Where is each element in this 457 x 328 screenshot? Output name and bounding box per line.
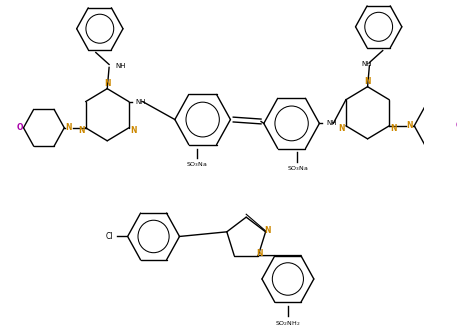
Text: N: N [78, 126, 85, 135]
Text: N: N [364, 77, 371, 86]
Text: NH: NH [361, 61, 372, 68]
Text: NH: NH [326, 120, 336, 126]
Text: N: N [66, 123, 72, 132]
Text: SO$_3$Na: SO$_3$Na [186, 160, 208, 169]
Text: N: N [390, 124, 397, 133]
Text: NH: NH [135, 99, 146, 105]
Text: N: N [265, 226, 271, 236]
Text: O: O [456, 121, 457, 130]
Text: NH: NH [116, 63, 126, 70]
Text: N: N [130, 126, 137, 135]
Text: SO$_3$Na: SO$_3$Na [287, 164, 309, 173]
Text: N: N [104, 79, 111, 88]
Text: N: N [256, 249, 262, 258]
Text: O: O [16, 123, 23, 132]
Text: N: N [338, 124, 345, 133]
Text: Cl: Cl [105, 232, 113, 241]
Text: SO$_2$NH$_2$: SO$_2$NH$_2$ [275, 318, 301, 327]
Text: N: N [406, 121, 413, 130]
